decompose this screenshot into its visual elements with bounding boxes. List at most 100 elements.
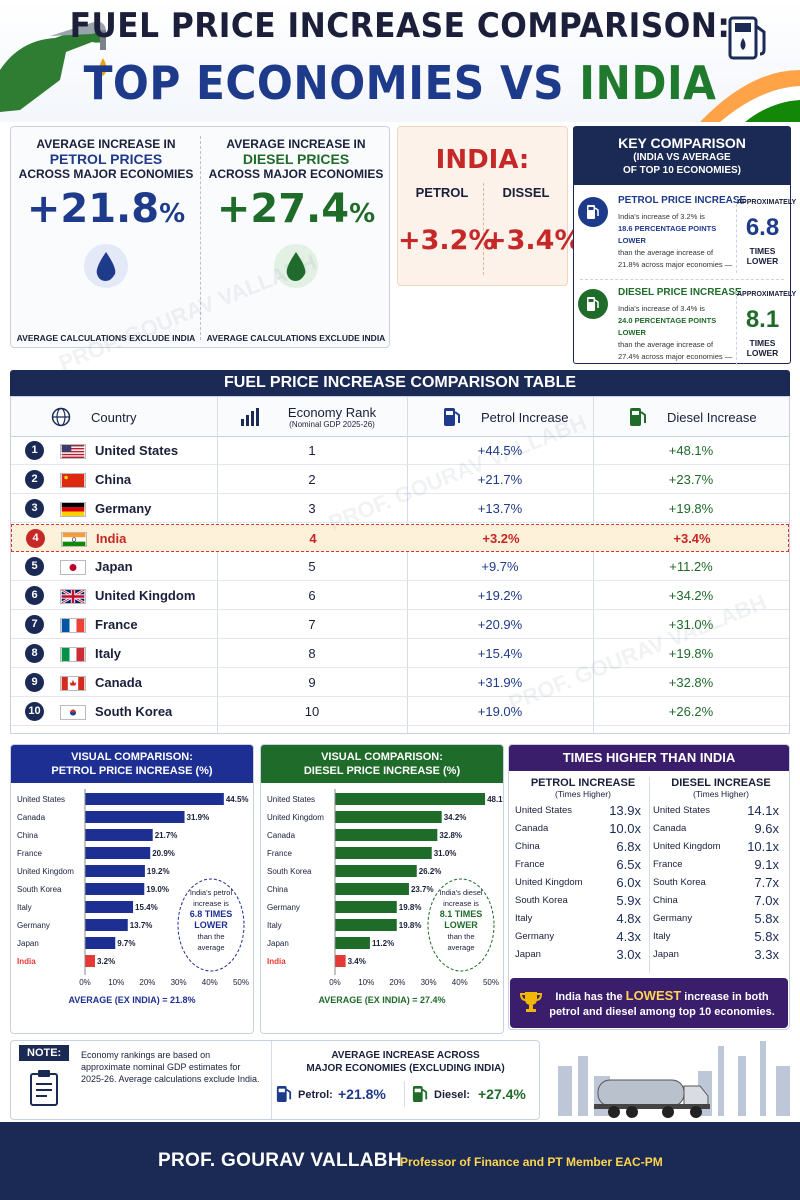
- times-item: Italy 5.8x: [653, 929, 789, 949]
- callout-text: India's diesel: [439, 888, 482, 897]
- bar: [85, 829, 153, 841]
- india-title: INDIA:: [435, 145, 530, 175]
- flag-icon: [60, 676, 86, 691]
- times-item: France 9.1x: [653, 857, 789, 877]
- country-name: Italy: [95, 646, 122, 661]
- economy-rank: 8: [308, 646, 316, 661]
- bar-category-label: South Korea: [17, 885, 62, 894]
- petrol-chart-svg: United States 44.5% Canada 31.9% China 21.7% F…: [17, 789, 249, 1005]
- times-diesel-list: United States 14.1x Canada 9.6x United Kingd…: [653, 803, 789, 967]
- times-value: 9.6x: [754, 821, 779, 836]
- times-country: United Kingdom: [515, 877, 583, 888]
- times-country: South Korea: [515, 895, 568, 906]
- rank-badge: 1: [25, 441, 44, 460]
- diesel-avg-unit: %: [349, 199, 376, 229]
- x-tick-label: 50%: [233, 978, 249, 987]
- times-item: United States 13.9x: [515, 803, 651, 823]
- key-diesel-approx-label: APPROXIMATELY: [737, 291, 797, 298]
- chart-average-footer: AVERAGE (EX INDIA) = 21.8%: [68, 995, 195, 1005]
- times-country: South Korea: [653, 877, 706, 888]
- bar: [85, 865, 145, 877]
- key-diesel-title: DIESEL PRICE INCREASE: [618, 287, 742, 298]
- petrol-avg-value: +21.8%: [11, 186, 201, 232]
- petrol-bar-chart: VISUAL COMPARISON: PETROL PRICE INCREASE…: [10, 744, 254, 1034]
- flag-icon: [60, 618, 86, 633]
- times-item: Canada 10.0x: [515, 821, 651, 841]
- diesel-avg-number: +27.4: [216, 186, 350, 232]
- bar: [85, 955, 95, 967]
- economy-rank: 9: [308, 675, 316, 690]
- x-tick-label: 0%: [329, 978, 341, 987]
- india-divider: [483, 183, 484, 275]
- x-tick-label: 10%: [358, 978, 374, 987]
- table-row: 7 France 7 +20.9% +31.0%: [11, 611, 789, 639]
- avg-excluding-india: AVERAGE INCREASE ACROSS MAJOR ECONOMIES …: [271, 1041, 539, 1119]
- fuel-pump-icon: [700, 16, 800, 122]
- times-petrol-heading: PETROL INCREASE: [530, 777, 636, 789]
- bar-value-label: 19.0%: [146, 885, 169, 894]
- callout-text: 8.1 TIMES: [440, 909, 483, 919]
- times-divider: [649, 777, 650, 973]
- bar-value-label: 20.9%: [152, 849, 175, 858]
- india-diesel-value: +3.4%: [484, 225, 582, 256]
- rank-badge: 7: [25, 615, 44, 634]
- bar-category-label: Japan: [17, 939, 39, 948]
- title-line-2: TOP ECONOMIES VS INDIA: [32, 56, 768, 110]
- x-tick-label: 10%: [108, 978, 124, 987]
- times-country: Italy: [653, 931, 671, 942]
- diesel-increase: +26.2%: [668, 704, 714, 719]
- country-name: France: [95, 617, 138, 632]
- times-item: United States 14.1x: [653, 803, 789, 823]
- times-item: Germany 4.3x: [515, 929, 651, 949]
- callout-text: LOWER: [194, 920, 228, 930]
- petrol-avg-unit: %: [159, 199, 186, 229]
- times-country: Italy: [515, 913, 533, 924]
- key-petrol-t2: 18.6 PERCENTAGE POINTS LOWER: [618, 224, 717, 245]
- bar: [85, 793, 224, 805]
- economy-rank: 10: [304, 704, 320, 719]
- flag-icon: [60, 705, 86, 720]
- petrol-increase: +15.4%: [477, 646, 523, 661]
- title-part-a: TOP ECONOMIES VS: [83, 56, 565, 110]
- flag-icon: [60, 444, 86, 459]
- key-title: KEY COMPARISON: [618, 135, 746, 151]
- key-petrol-block: PETROL PRICE INCREASE India's increase o…: [578, 193, 796, 275]
- bar: [335, 955, 346, 967]
- bar-value-label: 26.2%: [419, 867, 442, 876]
- key-diesel-lower: TIMES LOWER: [746, 338, 779, 358]
- flag-icon: [60, 589, 86, 604]
- bar-value-label: 3.4%: [348, 957, 366, 966]
- table-header: Country Economy Rank (Nominal GDP 2025-2…: [11, 397, 789, 437]
- times-diesel-heading: DIESEL INCREASE: [671, 777, 771, 789]
- bar-value-label: 19.8%: [399, 903, 422, 912]
- col-divider: [593, 397, 594, 733]
- times-country: Canada: [653, 823, 687, 834]
- rank-badge: 4: [26, 529, 45, 548]
- flag-icon: [60, 647, 86, 662]
- times-country: France: [515, 859, 545, 870]
- key-subtitle-2: OF TOP 10 ECONOMIES): [623, 165, 741, 176]
- petrol-increase: +19.0%: [477, 704, 523, 719]
- bar: [85, 919, 128, 931]
- bar-value-label: 3.2%: [97, 957, 115, 966]
- table-title: FUEL PRICE INCREASE COMPARISON TABLE: [10, 370, 790, 396]
- bar-category-label: India: [267, 957, 286, 966]
- bar: [335, 847, 432, 859]
- key-diesel-t1: India's increase of 3.4% is: [618, 304, 705, 313]
- times-value: 5.8x: [754, 929, 779, 944]
- note-label: NOTE:: [19, 1045, 70, 1061]
- callout-text: than the: [197, 932, 224, 941]
- petrol-avg-h2: PETROL PRICES: [49, 151, 163, 167]
- key-petrol-approx: APPROXIMATELY 6.8 TIMES LOWER: [736, 199, 796, 273]
- bar: [335, 919, 397, 931]
- table-row: 9 Canada 9 +31.9% +32.8%: [11, 669, 789, 697]
- diesel-header-pump-icon: [629, 397, 647, 437]
- times-petrol-sub: (Times Higher): [555, 789, 611, 799]
- key-petrol-t4: 21.8% across major economies —: [618, 260, 733, 269]
- country-name: Germany: [95, 501, 152, 516]
- avgx-petrol-value: +21.8%: [338, 1086, 386, 1102]
- table-row: 4 India 4 +3.2% +3.4%: [11, 524, 789, 552]
- avgx-diesel-value: +27.4%: [478, 1086, 526, 1102]
- times-item: United Kingdom 10.1x: [653, 839, 789, 859]
- times-value: 7.7x: [754, 875, 779, 890]
